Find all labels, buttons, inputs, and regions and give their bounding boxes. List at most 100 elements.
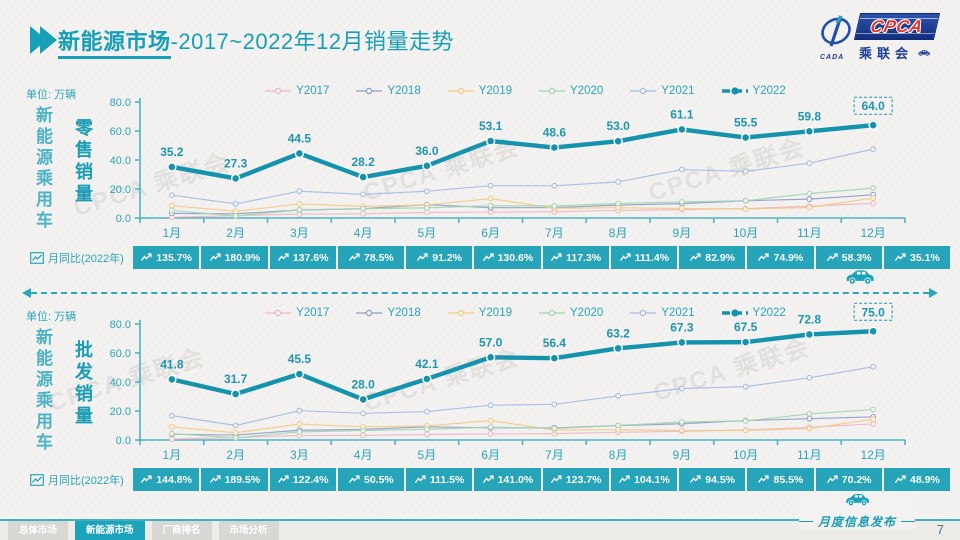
legend-item-y2018: Y2018 (355, 85, 421, 97)
page-title: 新能源市场-2017~2022年12月销量走势 (58, 24, 455, 59)
svg-text:60.0: 60.0 (110, 126, 131, 138)
legend-item-y2021: Y2021 (629, 85, 695, 97)
yoy-cell: 111.4% (610, 246, 677, 269)
trend-up-icon (209, 253, 221, 261)
wholesale-chart-section: 单位: 万辆 新能源乘用车 批发销量 Y2017 Y2018 Y2019 Y20… (0, 302, 960, 496)
unit-label: 单位: 万辆 (26, 89, 77, 101)
footer-tab-市场分析[interactable]: 市场分析 (218, 521, 279, 540)
trend-up-icon (894, 253, 906, 261)
trend-up-icon (417, 253, 428, 261)
legend-item-y2020: Y2020 (538, 307, 603, 319)
svg-text:7月: 7月 (545, 448, 564, 462)
svg-text:3月: 3月 (290, 226, 309, 240)
yoy-cell: 130.6% (474, 246, 541, 269)
yoy-cell: 50.5% (337, 468, 404, 491)
svg-text:59.8: 59.8 (798, 109, 822, 123)
yoy-cell: 141.0% (474, 468, 541, 491)
footer-tab-厂商排名[interactable]: 厂商排名 (151, 521, 212, 540)
svg-text:53.1: 53.1 (479, 119, 503, 133)
svg-text:7月: 7月 (545, 226, 564, 240)
yoy-cell: 78.5% (337, 246, 404, 269)
cpca-emblem-icon: CADA (818, 13, 854, 61)
svg-text:72.8: 72.8 (798, 312, 822, 326)
retail-legend: Y2017 Y2018 Y2019 Y2020 Y2021 Y2022 (140, 85, 910, 97)
svg-text:75.0: 75.0 (861, 305, 885, 319)
yoy-cell: 74.9% (747, 246, 814, 269)
svg-text:4月: 4月 (354, 226, 373, 240)
yoy-cell: 35.1% (883, 246, 950, 269)
header: 新能源市场-2017~2022年12月销量走势 (30, 24, 455, 59)
unit-label: 单位: 万辆 (26, 311, 77, 323)
yoy-cell: 117.3% (542, 246, 609, 269)
double-chevron-icon (30, 26, 57, 54)
yoy-cell: 111.5% (406, 468, 473, 491)
yoy-cell: 123.7% (542, 468, 609, 491)
svg-text:5月: 5月 (418, 226, 437, 240)
trend-up-icon (758, 253, 770, 261)
yoy-cell: 91.2% (406, 246, 473, 269)
svg-text:0.0: 0.0 (116, 213, 131, 225)
footer-accent-line (0, 519, 960, 521)
page-number: 7 (936, 522, 944, 537)
page-title-rest: -2017~2022年12月销量走势 (170, 29, 455, 54)
line-chart-icon (30, 251, 44, 264)
svg-text:20.0: 20.0 (110, 406, 131, 418)
legend-item-y2022: Y2022 (721, 307, 786, 319)
category-label: 新能源乘用车 (33, 328, 52, 454)
yoy-row-label: 月同比(2022年) (30, 246, 133, 269)
trend-up-icon (551, 253, 562, 261)
yoy-cell: 137.6% (269, 246, 336, 269)
line-chart-icon (30, 473, 44, 486)
footer-tab-新能源市场[interactable]: 新能源市场 (75, 521, 145, 540)
retail-yoy-cells: 135.7% 180.9% 137.6% 78.5% 91.2% 130.6% … (133, 246, 950, 269)
legend-item-y2017: Y2017 (264, 85, 329, 97)
trend-up-icon (758, 475, 770, 483)
yoy-cell: 189.5% (201, 468, 268, 491)
svg-text:5月: 5月 (418, 448, 437, 462)
yoy-cell: 104.1% (610, 468, 677, 491)
section-divider (22, 270, 938, 298)
footer-tab-总体市场[interactable]: 总体市场 (8, 521, 69, 540)
legend-item-y2017: Y2017 (264, 307, 329, 319)
yoy-cell: 48.9% (883, 468, 950, 491)
legend-item-y2019: Y2019 (447, 307, 512, 319)
svg-text:67.3: 67.3 (670, 320, 694, 334)
svg-text:57.0: 57.0 (479, 335, 503, 349)
legend-item-y2018: Y2018 (355, 307, 421, 319)
svg-text:67.5: 67.5 (734, 320, 758, 334)
yoy-cell: 94.5% (679, 468, 746, 491)
footer-tabs: 总体市场 新能源市场 厂商排名 市场分析 (8, 521, 279, 540)
trend-up-icon (209, 475, 221, 483)
svg-text:3月: 3月 (290, 448, 309, 462)
retail-metric-label: 零售销量 (73, 118, 93, 206)
cpca-wordmark: CPCA (853, 13, 941, 40)
svg-text:63.2: 63.2 (606, 326, 630, 340)
trend-up-icon (826, 475, 838, 483)
legend-item-y2022: Y2022 (721, 85, 786, 97)
svg-text:10月: 10月 (733, 448, 758, 462)
trend-up-icon (690, 253, 701, 261)
svg-text:12月: 12月 (860, 448, 885, 462)
svg-text:45.5: 45.5 (288, 352, 312, 366)
trend-up-icon (277, 253, 289, 261)
dash-right (901, 520, 915, 522)
yoy-cell: 180.9% (201, 246, 268, 269)
svg-text:31.7: 31.7 (224, 372, 248, 386)
wholesale-yoy-row: 月同比(2022年) 144.8% 189.5% 122.4% 50.5% 11… (30, 468, 950, 491)
wholesale-metric-label: 批发销量 (73, 340, 93, 428)
svg-text:60.0: 60.0 (110, 348, 131, 360)
trend-up-icon (550, 475, 562, 483)
trend-up-icon (482, 475, 494, 483)
svg-text:80.0: 80.0 (110, 319, 131, 331)
svg-text:20.0: 20.0 (110, 184, 131, 196)
trend-up-icon (482, 253, 494, 261)
svg-text:80.0: 80.0 (110, 97, 131, 109)
cpca-logo-right: CPCA 乘联会 (853, 13, 941, 63)
svg-text:56.4: 56.4 (543, 336, 567, 350)
svg-text:53.0: 53.0 (606, 119, 630, 133)
svg-text:2月: 2月 (226, 448, 245, 462)
dash-left (799, 520, 813, 522)
right-arrow-icon (929, 288, 938, 298)
legend-item-y2019: Y2019 (447, 85, 512, 97)
